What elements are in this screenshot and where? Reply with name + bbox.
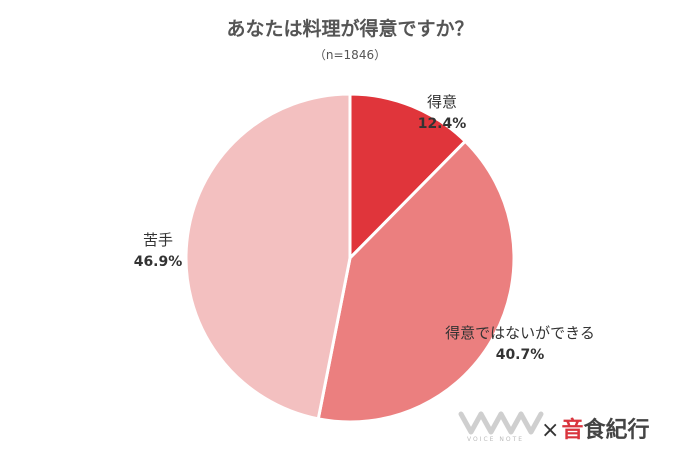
pie-slice	[348, 92, 468, 262]
slice-label: 得意	[427, 93, 457, 111]
slice-label: 得意ではないができる	[445, 324, 595, 342]
brand-accent: 音	[561, 418, 584, 443]
slice-value-label: 40.7%	[496, 347, 545, 363]
pie-slice	[184, 92, 352, 421]
voice-note-logo-icon	[458, 411, 544, 435]
brand-name: ×音食紀行	[541, 412, 649, 444]
chart-title: あなたは料理が得意ですか？	[226, 18, 474, 40]
brand-logo-text: VOICE NOTE	[467, 436, 525, 443]
brand-rest: 食紀行	[583, 418, 650, 443]
pie-slice	[316, 139, 516, 424]
chart-subtitle: （n=1846）	[313, 48, 387, 62]
slice-value-label: 46.9%	[134, 254, 183, 270]
slice-label: 苦手	[143, 231, 173, 249]
brand-logo: VOICE NOTE ×音食紀行	[455, 408, 695, 444]
slice-value-label: 12.4%	[418, 116, 467, 132]
brand-times: ×	[541, 418, 560, 443]
